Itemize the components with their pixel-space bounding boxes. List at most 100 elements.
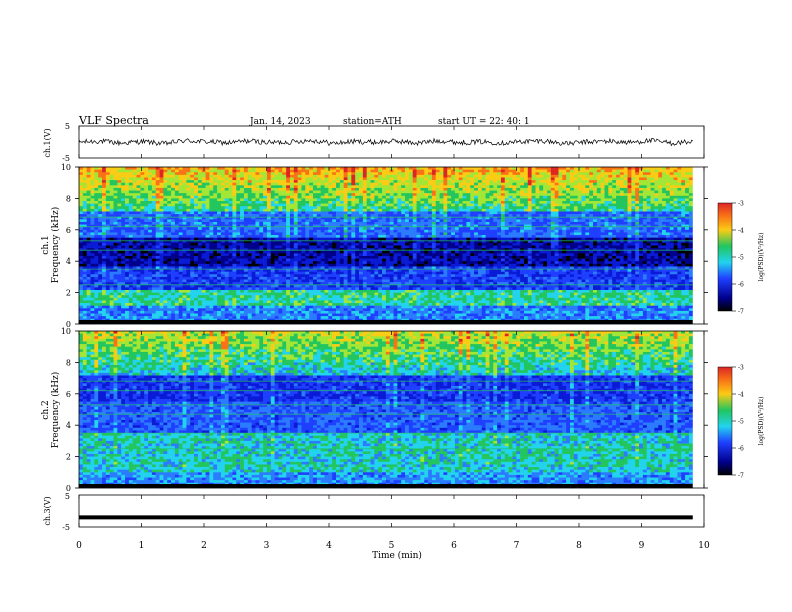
spectrogram-cell (140, 227, 144, 230)
spectrogram-cell (175, 277, 179, 280)
spectrogram-cell (209, 177, 213, 180)
spectrogram-cell (186, 177, 190, 180)
spectrogram-cell (87, 209, 91, 212)
spectrogram-cell (163, 230, 167, 233)
spectrogram-cell (183, 264, 187, 267)
spectrogram-cell (167, 170, 171, 173)
spectrogram-cell (106, 196, 110, 199)
spectrogram-cell (91, 290, 95, 293)
spectrogram-cell (117, 303, 121, 306)
spectrogram-cell (213, 201, 217, 204)
spectrogram-cell (121, 248, 125, 251)
spectrogram-cell (98, 191, 102, 194)
spectrogram-cell (156, 298, 160, 301)
spectrogram-cell (110, 196, 114, 199)
spectrogram-cell (94, 209, 98, 212)
spectrogram-cell (229, 191, 233, 194)
spectrogram-cell (125, 230, 129, 233)
spectrogram-cell (144, 198, 148, 201)
spectrogram-cell (179, 172, 183, 175)
spectrogram-cell (133, 185, 137, 188)
spectrogram-cell (152, 188, 156, 191)
spectrogram-cell (160, 191, 164, 194)
spectrogram-cell (106, 306, 110, 309)
spectrogram-cell (217, 201, 221, 204)
spectrogram-cell (117, 204, 121, 207)
spectrogram-cell (206, 214, 210, 217)
spectrogram-cell (106, 280, 110, 283)
spectrogram-cell (229, 214, 233, 217)
spectrogram-cell (110, 308, 114, 311)
spectrogram-cell (198, 227, 202, 230)
spectrogram-cell (175, 206, 179, 209)
spectrogram-cell (179, 211, 183, 214)
spectrogram-cell (183, 193, 187, 196)
spectrogram-cell (129, 256, 133, 259)
spectrogram-cell (114, 274, 118, 277)
spectrogram-cell (217, 206, 221, 209)
spectrogram-cell (83, 251, 87, 254)
spectrogram-cell (163, 314, 167, 317)
spectrogram-cell (144, 175, 148, 178)
spectrogram-cell (217, 232, 221, 235)
spectrogram-cell (102, 290, 106, 293)
spectrogram-cell (140, 196, 144, 199)
spectrogram-cell (213, 256, 217, 259)
spectrogram-cell (232, 227, 236, 230)
spectrogram-cell (229, 306, 233, 309)
spectrogram-cell (186, 238, 190, 241)
spectrogram-cell (87, 188, 91, 191)
spectrogram-cell (91, 287, 95, 290)
spectrogram-cell (87, 293, 91, 296)
spectrogram-cell (163, 209, 167, 212)
spectrogram-cell (175, 211, 179, 214)
spectrogram-cell (140, 222, 144, 225)
spectrogram-cell (129, 206, 133, 209)
spectrogram-cell (160, 295, 164, 298)
spectrogram-cell (156, 280, 160, 283)
spectrogram-cell (163, 196, 167, 199)
spectrogram-cell (152, 277, 156, 280)
spectrogram-cell (121, 308, 125, 311)
spectrogram-cell (206, 183, 210, 186)
spectrogram-cell (171, 232, 175, 235)
spectrogram-cell (125, 196, 129, 199)
spectrogram-cell (167, 232, 171, 235)
spectrogram-cell (91, 180, 95, 183)
spectrogram-cell (160, 222, 164, 225)
spectrogram-cell (206, 261, 210, 264)
spectrogram-cell (213, 311, 217, 314)
spectrogram-cell (133, 180, 137, 183)
spectrogram-cell (225, 256, 229, 259)
spectrogram-cell (229, 290, 233, 293)
spectrogram-cell (232, 232, 236, 235)
spectrogram-cell (83, 180, 87, 183)
spectrogram-cell (156, 248, 160, 251)
spectrogram-cell (83, 196, 87, 199)
spectrogram-cell (217, 306, 221, 309)
spectrogram-cell (87, 306, 91, 309)
spectrogram-cell (140, 204, 144, 207)
spectrogram-cell (202, 177, 206, 180)
spectrogram-cell (163, 188, 167, 191)
spectrogram-cell (217, 259, 221, 262)
spectrogram-cell (163, 290, 167, 293)
spectrogram-cell (144, 314, 148, 317)
spectrogram-cell (221, 277, 225, 280)
spectrogram-cell (148, 248, 152, 251)
spectrogram-cell (206, 235, 210, 238)
spectrogram-cell (79, 303, 83, 306)
spectrogram-cell (190, 287, 194, 290)
spectrogram-cell (87, 264, 91, 267)
spectrogram-cell (160, 211, 164, 214)
spectrogram-cell (129, 308, 133, 311)
spectrogram-cell (160, 206, 164, 209)
spectrogram-cell (229, 311, 233, 314)
spectrogram-cell (163, 280, 167, 283)
spectrogram-cell (117, 298, 121, 301)
spectrogram-cell (229, 198, 233, 201)
spectrogram-cell (217, 238, 221, 241)
spectrogram-cell (156, 272, 160, 275)
spectrogram-cell (186, 175, 190, 178)
spectrogram-cell (198, 248, 202, 251)
